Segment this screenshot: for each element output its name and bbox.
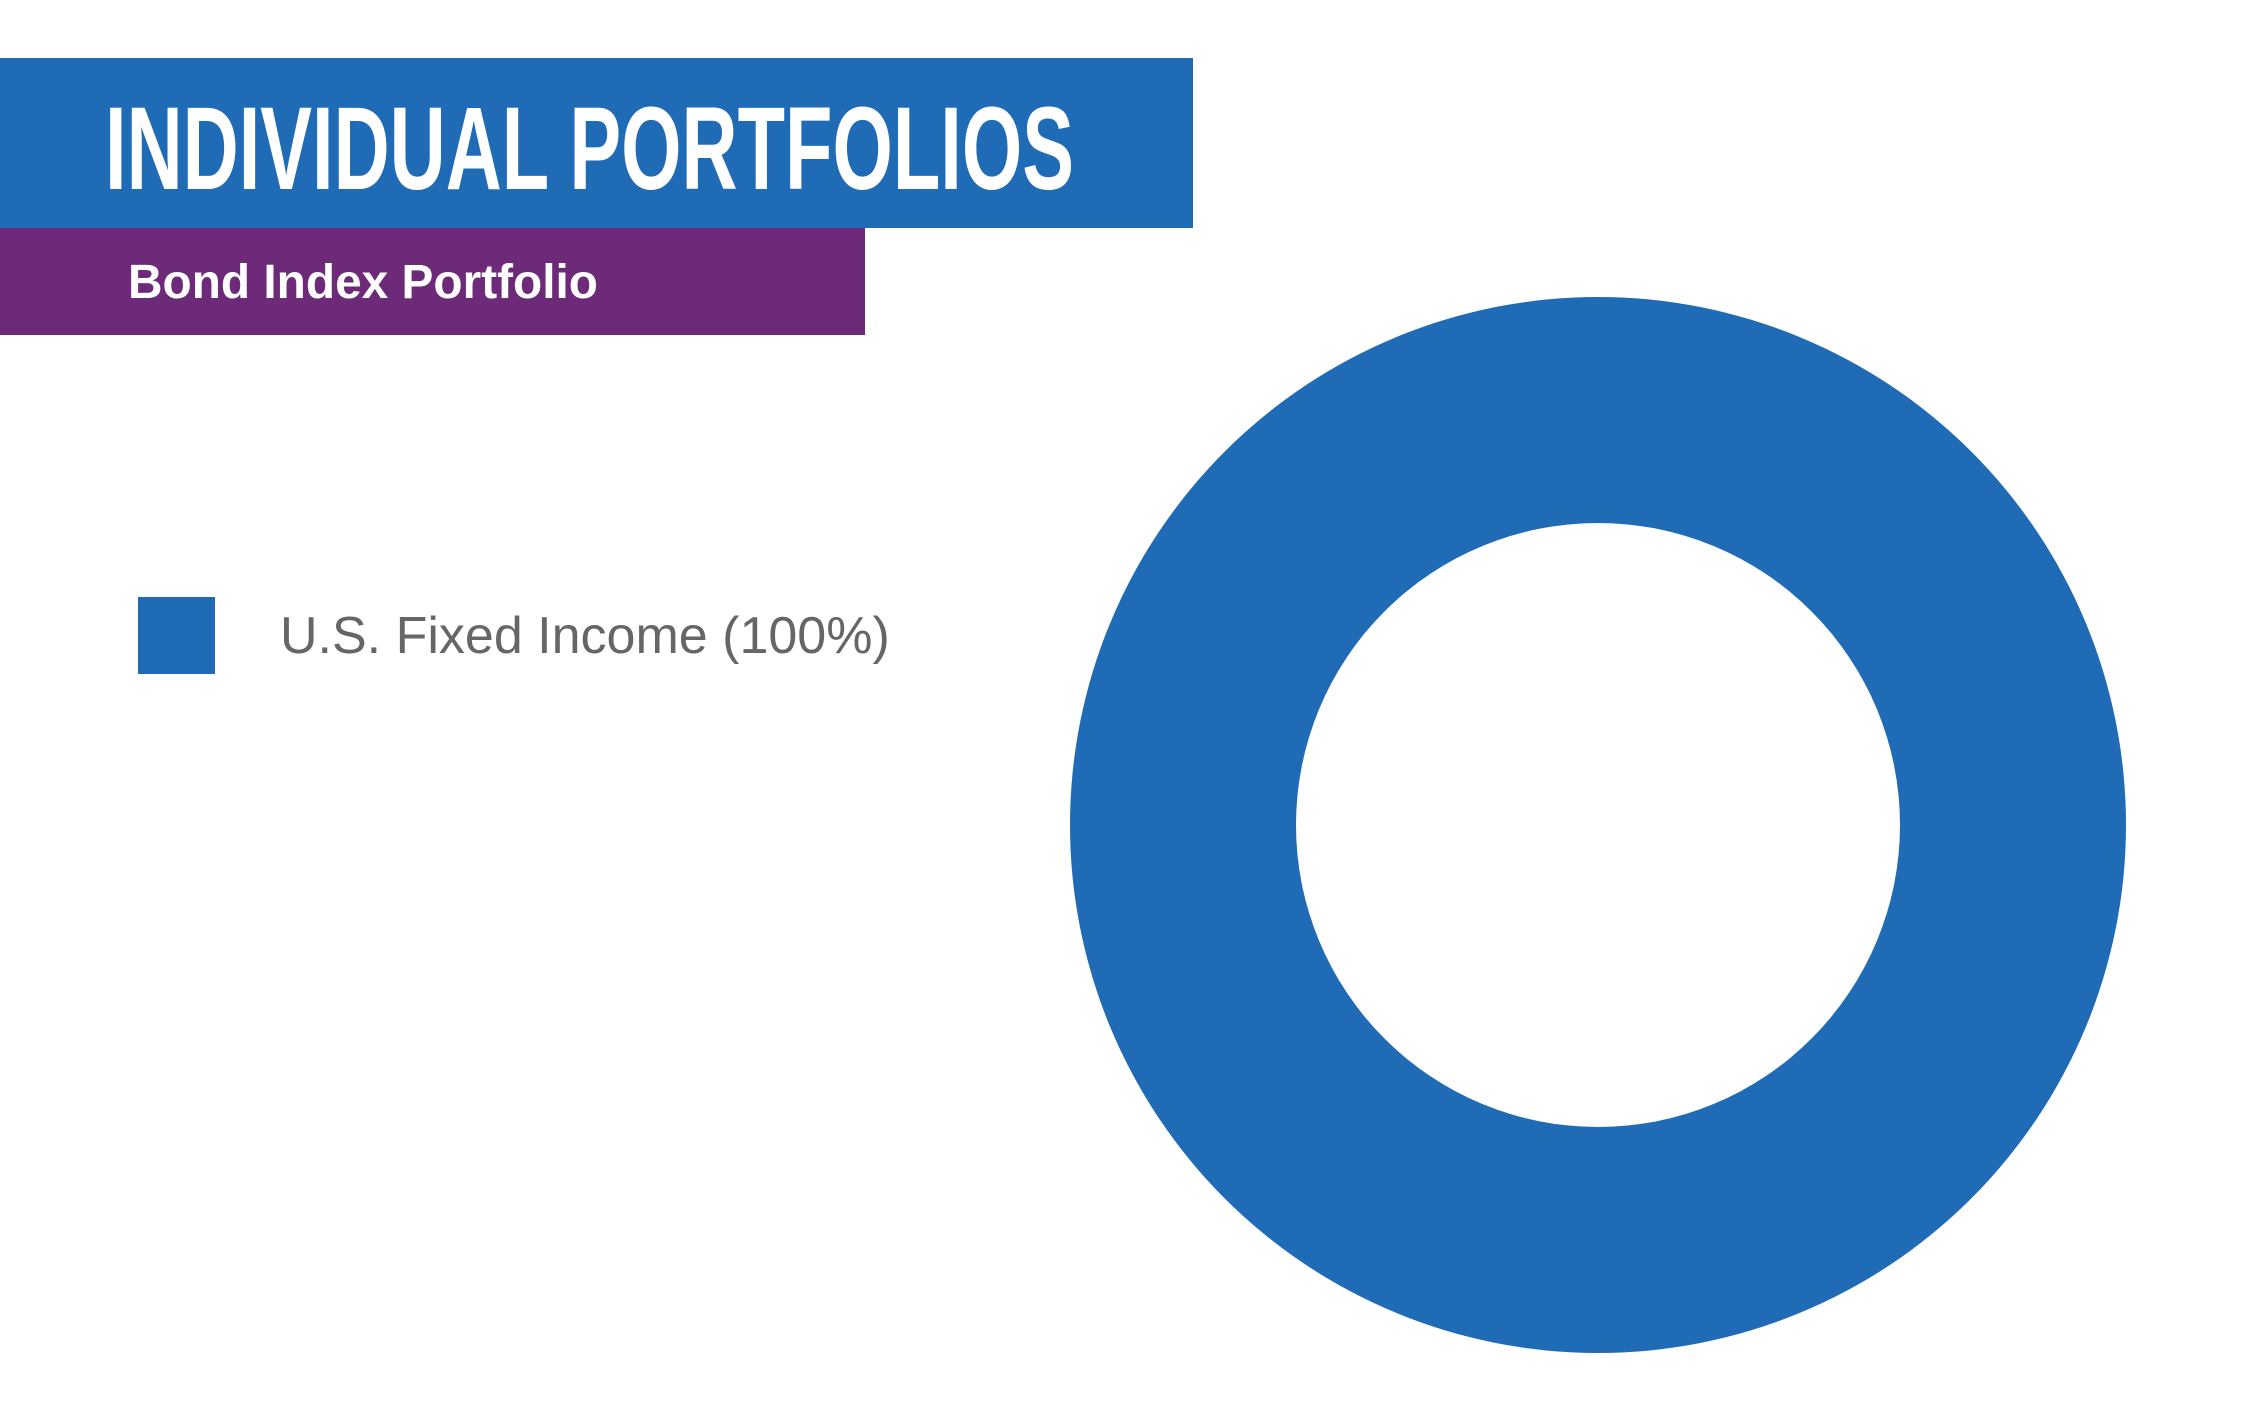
donut-slice xyxy=(1070,297,2126,1353)
chart-title: INDIVIDUAL PORTFOLIOS xyxy=(105,83,1074,215)
title-banner xyxy=(0,58,1193,228)
chart-subtitle: Bond Index Portfolio xyxy=(128,256,598,309)
legend-label: U.S. Fixed Income (100%) xyxy=(280,607,890,665)
subtitle-banner xyxy=(0,228,865,335)
plot-area xyxy=(1070,297,2126,1353)
legend-swatch xyxy=(138,597,215,674)
legend: U.S. Fixed Income (100%) xyxy=(138,597,890,674)
